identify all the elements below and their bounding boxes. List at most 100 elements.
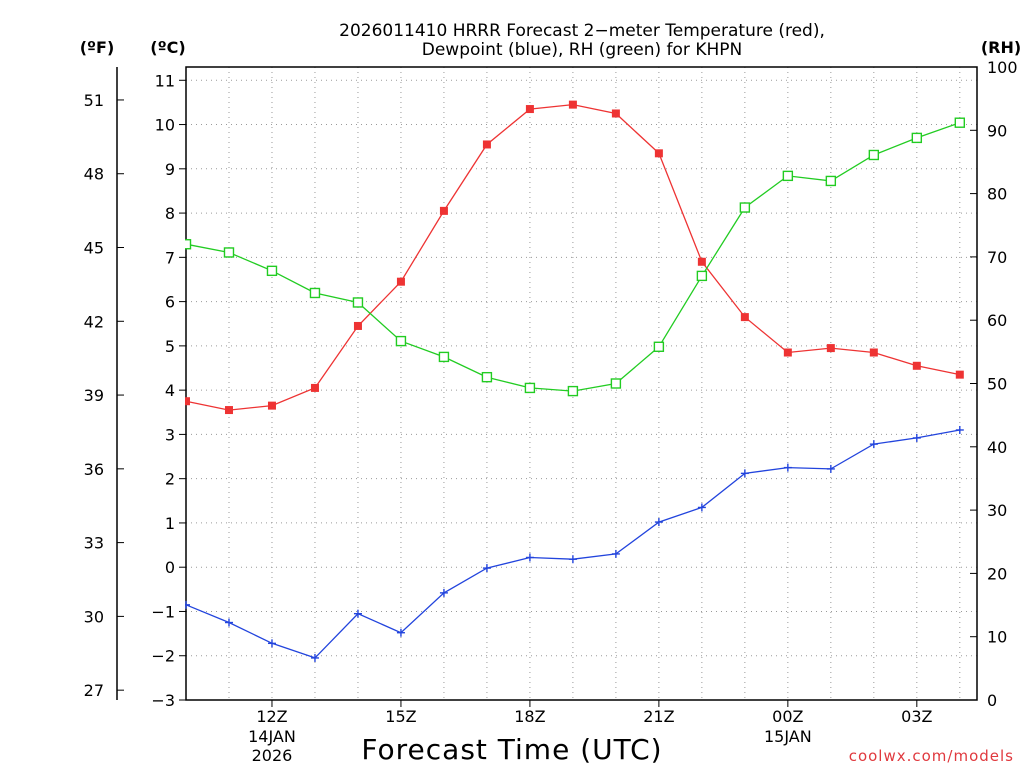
temperature-point	[525, 105, 534, 114]
dewpoint-point	[525, 553, 534, 562]
rh-tick-label: 80	[987, 185, 1007, 204]
rh-point	[524, 382, 536, 394]
rh-point	[696, 270, 708, 282]
dewpoint-point	[439, 588, 448, 597]
fahrenheit-tick-label: 51	[84, 91, 104, 110]
fahrenheit-tick-label: 45	[84, 239, 104, 258]
chart-title: 2026011410 HRRR Forecast 2−meter Tempera…	[339, 21, 825, 41]
temperature-point	[267, 401, 276, 410]
temperature-point	[396, 277, 405, 286]
celsius-tick-label: 6	[165, 293, 175, 312]
fahrenheit-tick-label: 42	[84, 312, 104, 331]
rh-tick-label: 90	[987, 121, 1007, 140]
temperature-point	[912, 361, 921, 370]
temperature-point	[353, 321, 362, 330]
celsius-tick-label: 5	[165, 337, 175, 356]
credit-text: coolwx.com/models	[849, 747, 1014, 765]
rh-tick-label: 30	[987, 501, 1007, 520]
celsius-tick-label: 8	[165, 204, 175, 223]
fahrenheit-tick-label: 48	[84, 165, 104, 184]
x-date-label: 15JAN	[764, 727, 812, 746]
data-series	[185, 100, 966, 662]
rh-point	[223, 247, 235, 258]
dewpoint-point	[267, 639, 276, 648]
rh-point	[782, 170, 794, 182]
rh-point	[954, 117, 966, 128]
temperature-point	[783, 348, 792, 357]
x-year-label: 2026	[252, 746, 293, 765]
dewpoint-point	[353, 609, 362, 618]
rh-point	[739, 202, 751, 213]
fahrenheit-tick-label: 39	[84, 386, 104, 405]
celsius-tick-label: 0	[165, 558, 175, 577]
x-tick-label: 03Z	[901, 707, 932, 726]
rh-point	[567, 385, 579, 397]
fahrenheit-tick-label: 30	[84, 607, 104, 626]
rh-point	[395, 335, 407, 347]
dewpoint-point	[955, 425, 964, 434]
dewpoint-point	[740, 469, 749, 478]
celsius-tick-label: −1	[151, 602, 175, 621]
dewpoint-point	[869, 440, 878, 449]
x-tick-label: 00Z	[772, 707, 803, 726]
fahrenheit-unit-label: (ºF)	[80, 38, 115, 57]
rh-tick-label: 70	[987, 248, 1007, 267]
rh-point	[825, 175, 837, 187]
grid-lines	[185, 67, 977, 701]
rh-point	[352, 297, 364, 308]
x-axis-title: Forecast Time (UTC)	[361, 733, 662, 766]
rh-point	[653, 341, 665, 352]
temperature-point	[869, 348, 878, 357]
dewpoint-line	[185, 429, 960, 659]
series-clip-group	[185, 100, 966, 662]
rh-tick-label: 10	[987, 628, 1007, 647]
dewpoint-point	[912, 433, 921, 442]
dewpoint-point	[396, 628, 405, 637]
fahrenheit-tick-label: 33	[84, 534, 104, 553]
rh-point	[481, 371, 493, 383]
temperature-point	[310, 383, 319, 392]
rh-tick-label: 60	[987, 311, 1007, 330]
x-tick-label: 12Z	[256, 707, 287, 726]
temperature-point	[568, 100, 577, 109]
rh-tick-label: 40	[987, 438, 1007, 457]
dewpoint-point	[568, 555, 577, 564]
dewpoint-point	[310, 653, 319, 662]
rh-point	[309, 287, 321, 299]
chart-axes	[116, 66, 978, 707]
celsius-tick-label: −3	[151, 691, 175, 710]
dewpoint-point	[826, 464, 835, 473]
temperature-point	[224, 406, 233, 415]
tick-labels: −3−2−10123456789101127303336394245485101…	[84, 58, 1018, 765]
celsius-tick-label: 1	[165, 514, 175, 533]
fahrenheit-tick-label: 36	[84, 460, 104, 479]
temperature-point	[826, 344, 835, 353]
rh-unit-label: (RH)	[981, 38, 1021, 57]
celsius-tick-label: −2	[151, 647, 175, 666]
temperature-point	[697, 257, 706, 266]
x-date-label: 14JAN	[248, 727, 296, 746]
rh-point	[610, 378, 622, 389]
dewpoint-point	[611, 549, 620, 558]
dewpoint-point	[185, 600, 190, 609]
rh-tick-label: 100	[987, 58, 1018, 77]
celsius-tick-label: 11	[155, 71, 175, 90]
celsius-tick-label: 10	[155, 116, 175, 135]
fahrenheit-tick-label: 27	[84, 681, 104, 700]
dewpoint-point	[654, 518, 663, 527]
celsius-tick-label: 4	[165, 381, 175, 400]
x-tick-label: 15Z	[385, 707, 416, 726]
dewpoint-point	[697, 503, 706, 512]
celsius-unit-label: (ºC)	[150, 38, 185, 57]
rh-point	[438, 351, 450, 363]
temperature-point	[611, 109, 620, 118]
temperature-point	[654, 149, 663, 158]
dewpoint-point	[783, 463, 792, 472]
rh-tick-label: 0	[987, 691, 997, 710]
rh-tick-label: 20	[987, 564, 1007, 583]
dewpoint-point	[224, 618, 233, 627]
x-tick-label: 21Z	[643, 707, 674, 726]
temperature-point	[955, 370, 964, 379]
celsius-tick-label: 9	[165, 160, 175, 179]
